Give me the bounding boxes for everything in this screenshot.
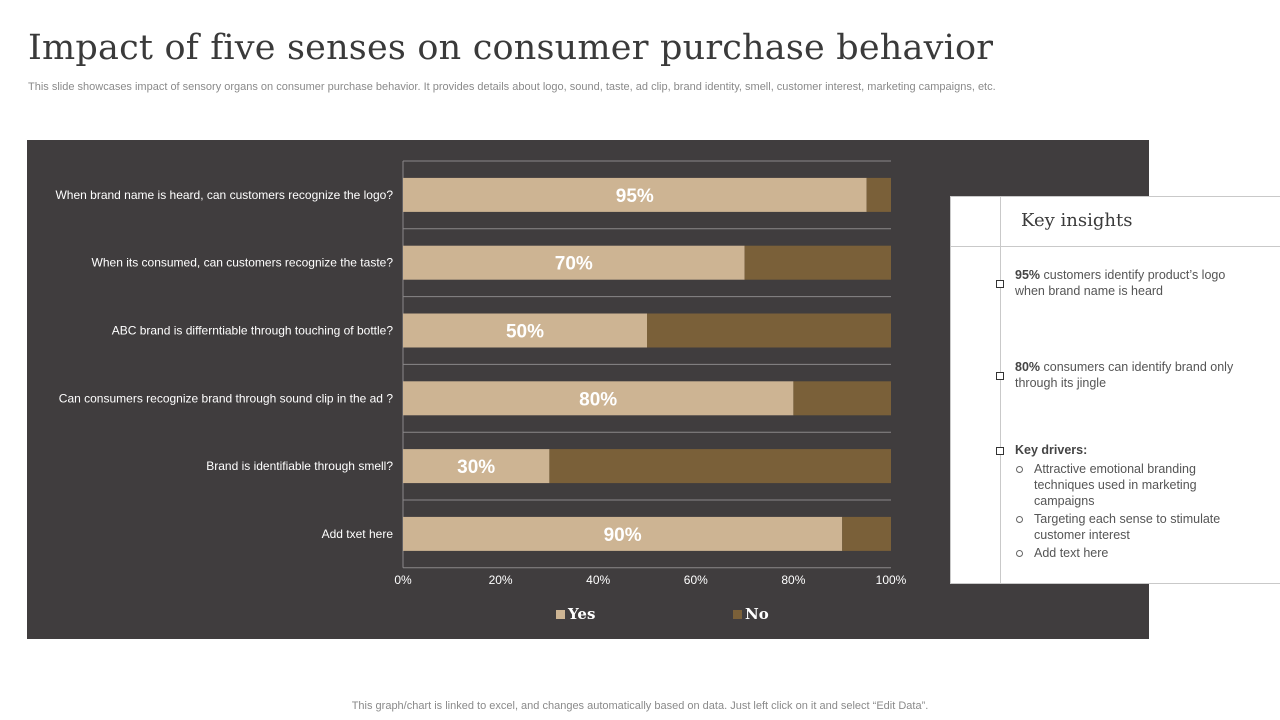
category-label: When its consumed, can customers recogni… [92, 256, 394, 270]
data-label: 80% [579, 389, 617, 410]
bar-yes [403, 381, 794, 416]
data-label: 95% [616, 186, 654, 207]
data-label: 50% [506, 322, 544, 343]
data-label: 90% [604, 525, 642, 546]
tick-label: 80% [781, 573, 805, 587]
tick-label: 100% [876, 573, 907, 587]
insight-highlight: 95% [1015, 268, 1041, 282]
bar-no [866, 177, 891, 212]
category-label: ABC brand is differntiable through touch… [112, 324, 394, 338]
bar-no [647, 313, 891, 348]
legend-swatch [556, 610, 565, 619]
tick-label: 0% [394, 573, 412, 587]
bullet-square-icon [996, 372, 1004, 380]
category-label: Can consumers recognize brand through so… [59, 391, 394, 405]
insight-item: 80% consumers can identify brand only th… [1015, 359, 1245, 391]
key-drivers-heading: Key drivers: [1015, 443, 1088, 457]
bar-yes [403, 449, 550, 484]
driver-item: Attractive emotional branding techniques… [1015, 461, 1245, 509]
bar-no [744, 245, 891, 280]
driver-item: Targeting each sense to stimulate custom… [1015, 511, 1245, 543]
insights-title: Key insights [1021, 210, 1133, 231]
insight-text: consumers can identify brand only throug… [1015, 360, 1234, 390]
driver-item: Add text here [1015, 545, 1245, 561]
key-insights-panel: Key insights 95% customers identify prod… [950, 196, 1280, 584]
legend-label: Yes [567, 605, 595, 623]
legend-label: No [745, 605, 769, 623]
tick-label: 60% [684, 573, 708, 587]
data-label: 30% [457, 457, 495, 478]
footer-note: This graph/chart is linked to excel, and… [351, 700, 929, 712]
bar-yes [403, 245, 745, 280]
bullet-square-icon [996, 280, 1004, 288]
bar-yes [403, 177, 867, 212]
insight-highlight: 80% [1015, 360, 1041, 374]
bullet-square-icon [996, 447, 1004, 455]
insight-item: 95% customers identify product’s logo wh… [1015, 267, 1245, 299]
category-label: Brand is identifiable through smell? [206, 459, 393, 473]
stacked-bar-chart[interactable]: When brand name is heard, can customers … [27, 140, 1149, 639]
bar-yes [403, 516, 843, 551]
bar-no [842, 516, 891, 551]
tick-label: 20% [489, 573, 513, 587]
key-drivers: Key drivers: Attractive emotional brandi… [1015, 442, 1245, 563]
tick-label: 40% [586, 573, 610, 587]
insights-divider-vertical [1000, 197, 1001, 583]
bar-no [793, 381, 891, 416]
insight-text: customers identify product’s logo when b… [1015, 268, 1226, 298]
page-title: Impact of five senses on consumer purcha… [28, 28, 994, 68]
data-label: 70% [555, 254, 593, 275]
category-label: Add txet here [322, 527, 394, 541]
bar-yes [403, 313, 647, 348]
category-label: When brand name is heard, can customers … [55, 188, 393, 202]
legend-swatch [733, 610, 742, 619]
insights-divider-horizontal [951, 246, 1280, 247]
bar-no [549, 449, 891, 484]
page-subtitle: This slide showcases impact of sensory o… [28, 81, 996, 93]
key-drivers-list: Attractive emotional branding techniques… [1015, 461, 1245, 561]
